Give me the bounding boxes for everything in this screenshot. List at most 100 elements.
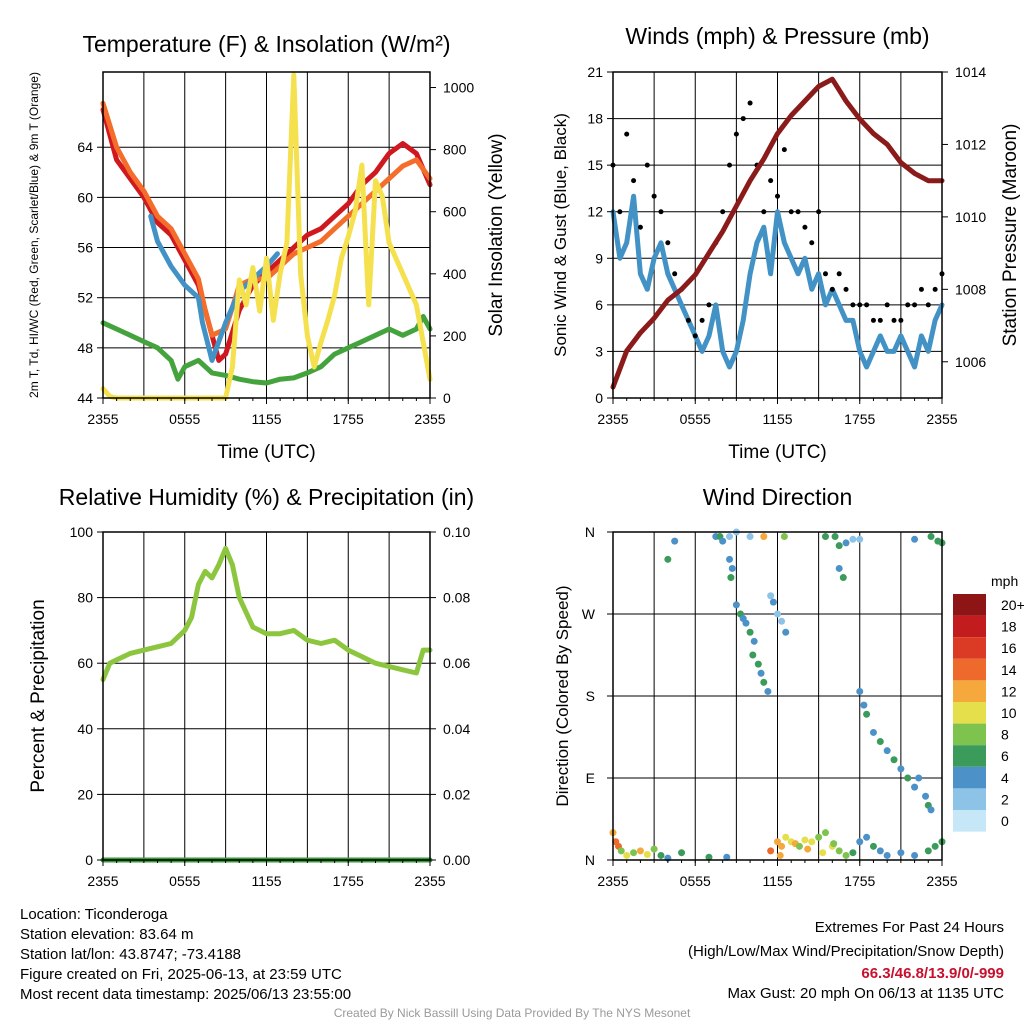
y-tick-label: 9 — [595, 250, 603, 266]
colorbar-swatch — [953, 637, 986, 659]
colorbar-swatch — [953, 680, 986, 702]
latlon-label: Station lat/lon: 43.8747; -73.4188 — [20, 946, 242, 963]
colorbar-label: 10 — [1001, 705, 1017, 721]
direction-point — [835, 564, 843, 572]
colorbar-label: 0 — [1001, 813, 1009, 829]
x-tick-label: 2355 — [414, 411, 445, 427]
x-tick-label: 2355 — [597, 873, 628, 889]
direction-point — [767, 847, 775, 855]
y-tick-label: 56 — [77, 240, 93, 256]
gust-point — [829, 286, 835, 292]
direction-point — [774, 838, 781, 846]
y-tick-label: W — [582, 606, 596, 622]
extremes-values: 66.3/46.8/13.9/0/-999 — [861, 965, 1004, 982]
y-right-tick-label: 1014 — [955, 64, 986, 80]
gust-point — [781, 147, 787, 153]
direction-point — [876, 738, 884, 746]
y-tick-label: 52 — [77, 290, 93, 306]
x-tick-label: 2355 — [597, 411, 628, 427]
extremes-info: Extremes For Past 24 Hours (High/Low/Max… — [688, 918, 1004, 1004]
gust-point — [699, 317, 705, 323]
direction-point — [819, 849, 827, 857]
y-right-tick-label: 0.10 — [443, 524, 470, 540]
direction-point — [727, 574, 735, 582]
gust-point — [918, 286, 924, 292]
gust-point — [836, 271, 842, 277]
x-tick-label: 2355 — [87, 873, 118, 889]
gust-point — [761, 209, 767, 215]
direction-point — [927, 806, 935, 814]
colorbar-swatch — [953, 810, 986, 832]
direction-point — [650, 845, 658, 853]
gust-point — [912, 302, 918, 308]
gust-point — [720, 209, 726, 215]
colorbar-label: 4 — [1001, 770, 1009, 786]
y-right-tick-label: 0 — [443, 390, 451, 406]
x-tick-label: 2355 — [87, 411, 118, 427]
direction-point — [804, 845, 812, 853]
series-line-4 — [100, 314, 433, 386]
direction-point — [723, 853, 731, 861]
colorbar-label: 20+ — [1001, 597, 1024, 613]
y-right-tick-label: 600 — [443, 204, 467, 220]
colorbar-swatch — [953, 745, 986, 767]
y-tick-label: 0 — [595, 390, 603, 406]
direction-point — [782, 628, 790, 636]
y-right-axis-label: Station Pressure (Maroon) — [1000, 124, 1021, 347]
gust-point — [932, 286, 938, 292]
gust-point — [850, 302, 856, 308]
direction-point — [849, 849, 857, 857]
direction-point — [754, 660, 762, 668]
y-tick-label: N — [585, 524, 595, 540]
y-tick-label: 60 — [77, 189, 93, 205]
colorbar-label: 2 — [1001, 791, 1009, 807]
direction-point — [808, 838, 816, 846]
direction-point — [890, 756, 898, 764]
y-right-tick-label: 200 — [443, 328, 467, 344]
direction-point — [883, 851, 891, 859]
y-right-tick-label: 1012 — [955, 136, 986, 152]
direction-point — [767, 592, 775, 600]
x-tick-label: 1755 — [844, 411, 875, 427]
direction-point — [778, 842, 786, 850]
direction-point — [821, 829, 829, 837]
direction-point — [782, 833, 790, 841]
direction-point — [849, 535, 857, 543]
gust-point — [665, 240, 671, 246]
gust-point — [809, 240, 815, 246]
gust-point — [658, 209, 664, 215]
gust-point — [617, 209, 623, 215]
y-axis-label: Direction (Colored By Speed) — [553, 585, 572, 806]
y-tick-label: 0 — [85, 852, 93, 868]
y-right-tick-label: 800 — [443, 142, 467, 158]
gust-point — [775, 193, 780, 199]
y-tick-label: E — [586, 770, 595, 786]
gust-point — [802, 224, 808, 230]
direction-point — [883, 747, 891, 755]
gust-point — [877, 317, 883, 323]
x-tick-label: 2355 — [414, 873, 445, 889]
y-right-tick-label: 1000 — [443, 80, 474, 96]
location-label: Location: Ticonderoga — [20, 906, 168, 923]
direction-point — [705, 853, 713, 861]
y-right-tick-label: 1010 — [955, 209, 986, 225]
gust-point — [740, 116, 746, 122]
colorbar-swatch — [953, 723, 986, 746]
gust-point — [747, 100, 753, 106]
gust-point — [905, 302, 911, 308]
y-tick-label: 40 — [77, 721, 93, 737]
colorbar-swatch — [953, 788, 986, 810]
direction-point — [671, 537, 679, 545]
colorbar-swatch — [953, 702, 986, 724]
direction-point — [732, 601, 740, 609]
direction-point — [830, 840, 838, 848]
gust-point — [857, 302, 863, 308]
x-tick-label: 1155 — [251, 411, 281, 427]
gust-point — [788, 209, 794, 215]
gust-point — [891, 317, 897, 323]
gust-point — [651, 193, 657, 199]
series-line-1 — [100, 545, 433, 683]
gust-point — [816, 209, 822, 215]
direction-point — [897, 849, 905, 857]
